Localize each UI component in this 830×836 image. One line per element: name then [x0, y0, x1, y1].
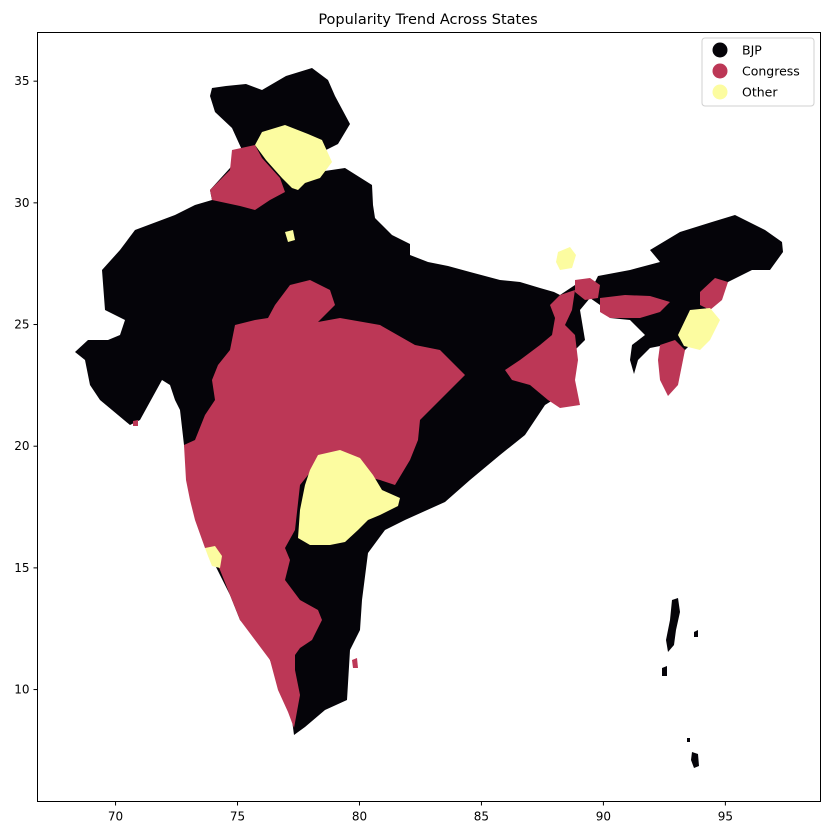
region-congress-puducherry — [352, 658, 358, 668]
y-tick-label: 10 — [14, 683, 29, 697]
region-congress-mizoram — [658, 340, 685, 396]
region-other-telangana — [298, 450, 400, 545]
y-tick-label: 35 — [14, 74, 29, 88]
region-congress-punjab — [210, 145, 285, 210]
region-bjp-andaman-small1 — [662, 666, 667, 676]
legend-marker-congress — [712, 63, 728, 79]
region-congress-assam — [600, 295, 670, 318]
region-bjp-andaman — [666, 598, 680, 652]
x-tick-label: 70 — [108, 810, 123, 824]
region-congress-nagaland — [700, 278, 728, 310]
axes-frame — [37, 32, 821, 802]
region-other-manipur — [678, 308, 720, 350]
region-bjp-nicobar-small — [687, 738, 690, 742]
legend-label-other: Other — [742, 85, 778, 100]
region-congress-daman — [133, 420, 138, 426]
legend: BJP Congress Other — [701, 37, 815, 107]
y-tick-label: 15 — [14, 561, 29, 575]
x-tick-label: 80 — [352, 810, 367, 824]
y-axis: 10 15 20 25 30 35 — [14, 74, 38, 697]
y-tick-label: 20 — [14, 439, 29, 453]
y-tick-label: 30 — [14, 196, 29, 210]
legend-box — [701, 37, 815, 107]
x-tick-label: 85 — [474, 810, 489, 824]
x-axis: 70 75 80 85 90 95 — [108, 801, 733, 824]
legend-label-congress: Congress — [742, 64, 800, 79]
region-other-himachal — [255, 125, 332, 190]
legend-marker-other — [712, 84, 728, 100]
region-bjp-andaman-small2 — [694, 630, 698, 637]
region-other-goa — [205, 546, 222, 568]
region-bjp-nicobar — [691, 752, 699, 768]
map-regions — [75, 68, 783, 768]
region-congress-sikkim-border — [575, 278, 600, 300]
region-other-sikkim — [556, 247, 576, 270]
x-tick-label: 75 — [230, 810, 245, 824]
y-tick-label: 25 — [14, 318, 29, 332]
x-tick-label: 95 — [718, 810, 733, 824]
chart-title: Popularity Trend Across States — [318, 12, 537, 28]
region-other-delhi — [285, 230, 295, 242]
region-congress-central — [184, 280, 465, 728]
region-congress-westbengal — [505, 290, 580, 408]
legend-marker-bjp — [712, 42, 728, 58]
legend-label-bjp: BJP — [742, 43, 762, 58]
x-tick-label: 90 — [596, 810, 611, 824]
